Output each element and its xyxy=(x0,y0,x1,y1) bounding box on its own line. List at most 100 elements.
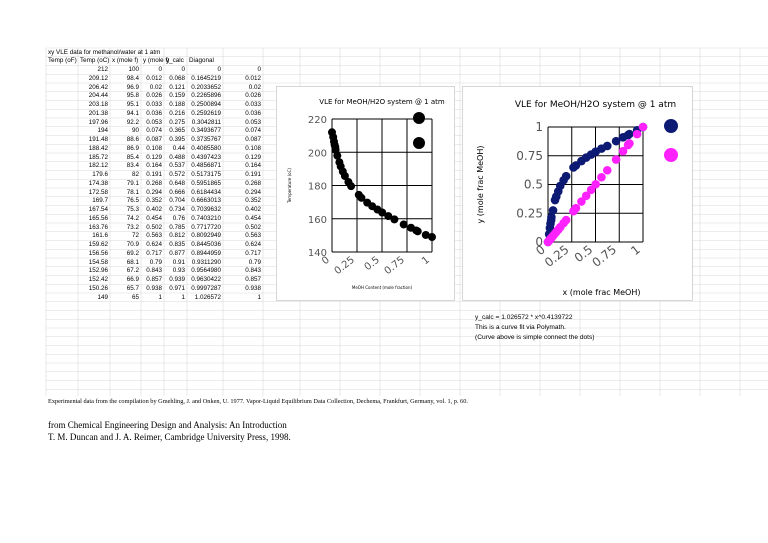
table-cell: 161.6 xyxy=(92,232,108,240)
data-point xyxy=(602,165,612,175)
data-point xyxy=(347,182,356,191)
data-point xyxy=(597,172,606,182)
table-cell: 156.56 xyxy=(88,249,108,257)
table-cell: 0.164 xyxy=(146,162,162,170)
table-cell: 0.9630422 xyxy=(191,276,221,283)
table-cell: 78.1 xyxy=(126,188,139,196)
table-cell: 1 xyxy=(181,293,185,301)
data-point xyxy=(548,206,558,215)
table-cell: 0.402 xyxy=(245,206,261,213)
table-cell: 188.42 xyxy=(88,144,108,152)
temperature-chart-svg: VLE for MeOH/H2O system @ 1 atm 140 160 180… xyxy=(287,98,445,290)
table-cell: 0.44 xyxy=(172,144,185,152)
polymath-note: This is a curve fit via Polymath. xyxy=(475,324,566,331)
table-cell: 86.9 xyxy=(126,144,139,152)
table-cell: 165.56 xyxy=(88,214,108,222)
table-cell: 212 xyxy=(97,66,108,73)
legend-marker xyxy=(664,148,678,162)
table-cell: 69.2 xyxy=(126,249,139,257)
table-cell: 0.93 xyxy=(172,267,185,275)
table-cell: 0.624 xyxy=(146,241,162,248)
table-cell: 0.4085580 xyxy=(191,144,221,152)
table-cell: 0.02 xyxy=(149,83,162,91)
table-cell: 0.537 xyxy=(169,162,185,170)
data-point xyxy=(625,139,634,148)
table-cell: 0.2033652 xyxy=(191,83,221,91)
table-cell: 92.2 xyxy=(126,118,139,126)
table-cell: 0.026 xyxy=(146,92,162,100)
table-cell: 0.164 xyxy=(245,162,261,170)
table-cell: 0 xyxy=(257,66,261,73)
table-cell: 149 xyxy=(97,293,108,301)
table-cell: 0.5173175 xyxy=(191,171,221,178)
table-cell: 73.2 xyxy=(126,223,139,231)
data-point xyxy=(638,122,648,132)
table-cell: 67.2 xyxy=(126,267,139,275)
table-cell: 194 xyxy=(97,127,108,135)
table-cell: 79.1 xyxy=(126,179,139,187)
table-cell: 0.3042811 xyxy=(191,118,221,126)
table-cell: 0.971 xyxy=(169,284,185,292)
connect-dots-note: (Curve above is simple connect the dots) xyxy=(475,334,595,341)
x-tick-label: 0.75 xyxy=(589,242,619,269)
table-cell: 0.563 xyxy=(146,232,162,240)
table-cell: 0.087 xyxy=(245,136,261,143)
table-cell: 0.502 xyxy=(146,223,162,231)
table-cell: 150.26 xyxy=(88,284,108,292)
column-header: y (mole f) xyxy=(143,57,170,65)
data-point xyxy=(632,129,642,139)
table-cell: 0.91 xyxy=(172,258,185,266)
y-tick-label: 180 xyxy=(308,182,327,193)
table-cell: 0.268 xyxy=(245,179,261,187)
table-cell: 65.7 xyxy=(126,284,139,292)
table-cell: 0.717 xyxy=(245,249,261,257)
table-cell: 0.121 xyxy=(169,83,185,91)
table-cell: 206.42 xyxy=(88,83,108,91)
x-tick-label: 0.25 xyxy=(333,255,357,277)
table-cell: 95.8 xyxy=(126,92,139,100)
data-point xyxy=(561,171,571,181)
column-header: x (mole f) xyxy=(112,57,139,65)
column-header: Temp (oF) xyxy=(48,57,77,65)
table-cell: 0 xyxy=(158,66,162,73)
data-point xyxy=(611,136,621,146)
x-axis-label: x (mole frac MeOH) xyxy=(563,288,641,297)
citation-line-2: T. M. Duncan and J. A. Reimer, Cambridge… xyxy=(48,432,291,442)
table-cell: 1 xyxy=(158,293,162,301)
y-tick-label: 0.25 xyxy=(516,206,543,220)
table-cell: 0.2500894 xyxy=(191,101,221,108)
table-cell: 209.12 xyxy=(88,74,108,82)
table-cell: 0.129 xyxy=(146,153,162,161)
table-cell: 1.026572 xyxy=(194,293,221,301)
table-cell: 0.857 xyxy=(245,276,261,283)
table-cell: 66.9 xyxy=(126,276,139,283)
table-cell: 0.036 xyxy=(146,109,162,117)
table-cell: 203.18 xyxy=(88,101,108,108)
table-cell: 0.053 xyxy=(245,118,261,126)
table-cell: 0.938 xyxy=(245,284,261,292)
y-axis-label: y (mole frac MeOH) xyxy=(476,146,485,224)
table-cell: 0.938 xyxy=(146,284,162,292)
table-cell: 96.9 xyxy=(126,83,139,91)
table-cell: 0.3735767 xyxy=(191,136,221,143)
table-cell: 179.6 xyxy=(92,171,108,178)
xy-chart: VLE for MeOH/H2O system @ 1 atm 0 0.25 0.5 0… xyxy=(462,86,693,301)
table-cell: 0.79 xyxy=(149,258,162,266)
table-cell: 185.72 xyxy=(88,153,108,161)
data-point xyxy=(340,171,349,180)
y-tick-label: 160 xyxy=(308,215,327,226)
data-point xyxy=(428,233,436,242)
table-cell: 70.9 xyxy=(126,241,139,248)
y-tick-label: 0.75 xyxy=(516,149,543,163)
table-cell: 0.843 xyxy=(146,267,162,275)
table-cell: 0.352 xyxy=(146,197,162,205)
table-cell: 74.2 xyxy=(126,214,139,222)
data-point xyxy=(384,212,393,221)
legend-marker xyxy=(413,137,425,149)
x-tick-label: 1 xyxy=(628,242,643,258)
table-cell: 0.053 xyxy=(146,118,162,126)
table-cell: 0.02 xyxy=(248,83,261,91)
data-point xyxy=(561,215,571,225)
citation-line-1: from Chemical Engineering Design and Ana… xyxy=(48,420,287,430)
x-tick-label: 0.5 xyxy=(363,255,382,273)
